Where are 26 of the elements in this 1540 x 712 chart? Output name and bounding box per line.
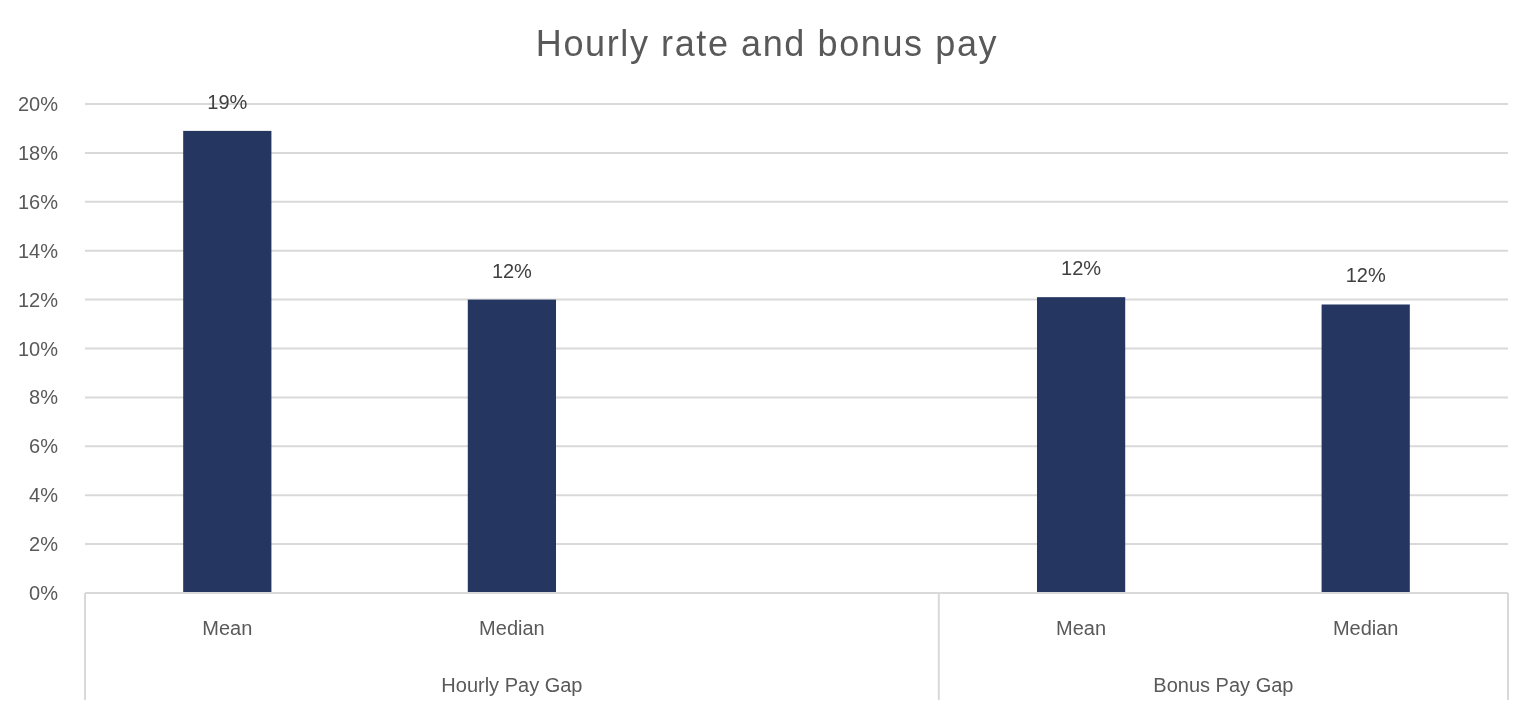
x-tick-label: Median [479, 617, 545, 639]
data-label: 19% [207, 90, 248, 113]
y-tick-label: 8% [29, 386, 59, 409]
y-tick-label: 16% [17, 190, 59, 213]
text: Bonus Pay Gap [1153, 674, 1294, 696]
data-label: 12% [1061, 257, 1102, 280]
bar [1321, 304, 1410, 593]
y-tick-label: 6% [29, 435, 59, 458]
y-tick-label: 4% [29, 484, 59, 507]
data-label: 12% [1345, 264, 1386, 287]
y-tick-label: 20% [17, 93, 59, 115]
y-tick-label: 12% [17, 288, 59, 311]
y-tick-label: 0% [29, 582, 59, 604]
y-tick-label: 18% [17, 141, 59, 164]
bar [183, 130, 272, 593]
x-tick-label: Median [1332, 617, 1399, 639]
text: Hourly Pay Gap [441, 674, 583, 696]
x-tick-label: Mean [202, 617, 253, 639]
y-tick-label: 14% [17, 239, 59, 262]
bar [467, 299, 557, 593]
chart-title: Hourly rate and bonus pay [535, 23, 999, 64]
data-label: 12% [491, 259, 533, 282]
bar [1036, 297, 1126, 593]
y-tick-label: 2% [29, 533, 59, 556]
y-tick-label: 10% [17, 337, 59, 360]
x-tick-label: Mean [1056, 617, 1107, 639]
